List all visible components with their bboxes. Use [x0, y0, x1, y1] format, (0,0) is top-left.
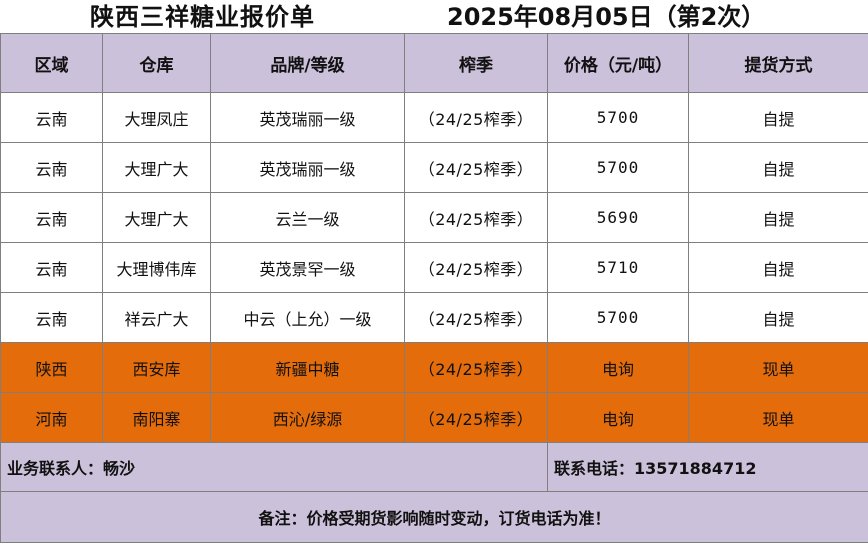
cell-price[interactable]: 电询: [548, 393, 689, 443]
table-row-highlighted: 河南 南阳寨 西沁/绿源 （24/25榨季） 电询 现单: [1, 393, 868, 443]
table-row: 云南 大理广大 云兰一级 （24/25榨季） 5690 自提: [1, 193, 868, 243]
header-cell-brand[interactable]: 品牌/等级: [211, 34, 405, 93]
cell-warehouse[interactable]: 南阳寨: [103, 393, 211, 443]
cell-season[interactable]: （24/25榨季）: [405, 243, 548, 293]
cell-delivery[interactable]: 现单: [689, 343, 868, 393]
cell-price[interactable]: 5700: [548, 93, 689, 143]
cell-warehouse[interactable]: 大理广大: [103, 143, 211, 193]
cell-delivery[interactable]: 自提: [689, 143, 868, 193]
title-row: 陕西三祥糖业报价单 2025年08月05日（第2次）: [0, 0, 868, 33]
header-cell-delivery[interactable]: 提货方式: [689, 34, 868, 93]
table-row: 云南 大理凤庄 英茂瑞丽一级 （24/25榨季） 5700 自提: [1, 93, 868, 143]
cell-delivery[interactable]: 自提: [689, 243, 868, 293]
cell-price[interactable]: 5700: [548, 143, 689, 193]
header-row: 区域 仓库 品牌/等级 榨季 价格（元/吨） 提货方式: [1, 34, 868, 93]
cell-price[interactable]: 5710: [548, 243, 689, 293]
cell-region[interactable]: 云南: [1, 293, 103, 343]
header-cell-price[interactable]: 价格（元/吨）: [548, 34, 689, 93]
cell-brand[interactable]: 英茂瑞丽一级: [211, 143, 405, 193]
cell-brand[interactable]: 英茂瑞丽一级: [211, 93, 405, 143]
cell-season[interactable]: （24/25榨季）: [405, 293, 548, 343]
cell-region[interactable]: 陕西: [1, 343, 103, 393]
cell-delivery[interactable]: 自提: [689, 293, 868, 343]
sheet-date: 2025年08月05日（第2次）: [447, 2, 765, 32]
table-row-highlighted: 陕西 西安库 新疆中糖 （24/25榨季） 电询 现单: [1, 343, 868, 393]
cell-delivery[interactable]: 自提: [689, 193, 868, 243]
cell-warehouse[interactable]: 大理博伟库: [103, 243, 211, 293]
sheet-title: 陕西三祥糖业报价单: [90, 2, 315, 32]
cell-brand[interactable]: 英茂景罕一级: [211, 243, 405, 293]
cell-brand[interactable]: 中云（上允）一级: [211, 293, 405, 343]
cell-brand[interactable]: 西沁/绿源: [211, 393, 405, 443]
remark-note[interactable]: 备注：价格受期货影响随时变动，订货电话为准！: [1, 492, 868, 543]
header-cell-warehouse[interactable]: 仓库: [103, 34, 211, 93]
cell-region[interactable]: 河南: [1, 393, 103, 443]
cell-brand[interactable]: 新疆中糖: [211, 343, 405, 393]
table-row: 云南 大理博伟库 英茂景罕一级 （24/25榨季） 5710 自提: [1, 243, 868, 293]
note-row: 备注：价格受期货影响随时变动，订货电话为准！: [1, 492, 868, 543]
cell-warehouse[interactable]: 大理凤庄: [103, 93, 211, 143]
cell-brand[interactable]: 云兰一级: [211, 193, 405, 243]
contact-phone[interactable]: 联系电话：13571884712: [548, 443, 868, 492]
cell-price[interactable]: 电询: [548, 343, 689, 393]
cell-price[interactable]: 5700: [548, 293, 689, 343]
header-cell-region[interactable]: 区域: [1, 34, 103, 93]
cell-season[interactable]: （24/25榨季）: [405, 143, 548, 193]
cell-region[interactable]: 云南: [1, 93, 103, 143]
cell-warehouse[interactable]: 西安库: [103, 343, 211, 393]
contact-person[interactable]: 业务联系人：畅沙: [1, 443, 548, 492]
cell-delivery[interactable]: 现单: [689, 393, 868, 443]
cell-region[interactable]: 云南: [1, 193, 103, 243]
table-row: 云南 大理广大 英茂瑞丽一级 （24/25榨季） 5700 自提: [1, 143, 868, 193]
cell-season[interactable]: （24/25榨季）: [405, 193, 548, 243]
cell-warehouse[interactable]: 祥云广大: [103, 293, 211, 343]
cell-season[interactable]: （24/25榨季）: [405, 393, 548, 443]
cell-warehouse[interactable]: 大理广大: [103, 193, 211, 243]
price-table: 区域 仓库 品牌/等级 榨季 价格（元/吨） 提货方式 云南 大理凤庄 英茂瑞丽…: [0, 33, 868, 543]
cell-region[interactable]: 云南: [1, 243, 103, 293]
cell-delivery[interactable]: 自提: [689, 93, 868, 143]
cell-region[interactable]: 云南: [1, 143, 103, 193]
cell-season[interactable]: （24/25榨季）: [405, 93, 548, 143]
cell-season[interactable]: （24/25榨季）: [405, 343, 548, 393]
cell-price[interactable]: 5690: [548, 193, 689, 243]
contact-row: 业务联系人：畅沙 联系电话：13571884712: [1, 443, 868, 492]
table-row: 云南 祥云广大 中云（上允）一级 （24/25榨季） 5700 自提: [1, 293, 868, 343]
header-cell-season[interactable]: 榨季: [405, 34, 548, 93]
